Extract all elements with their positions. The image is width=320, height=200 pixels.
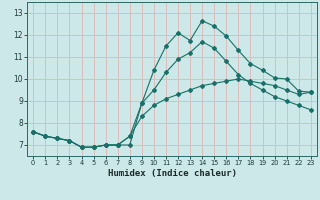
X-axis label: Humidex (Indice chaleur): Humidex (Indice chaleur) bbox=[108, 169, 236, 178]
